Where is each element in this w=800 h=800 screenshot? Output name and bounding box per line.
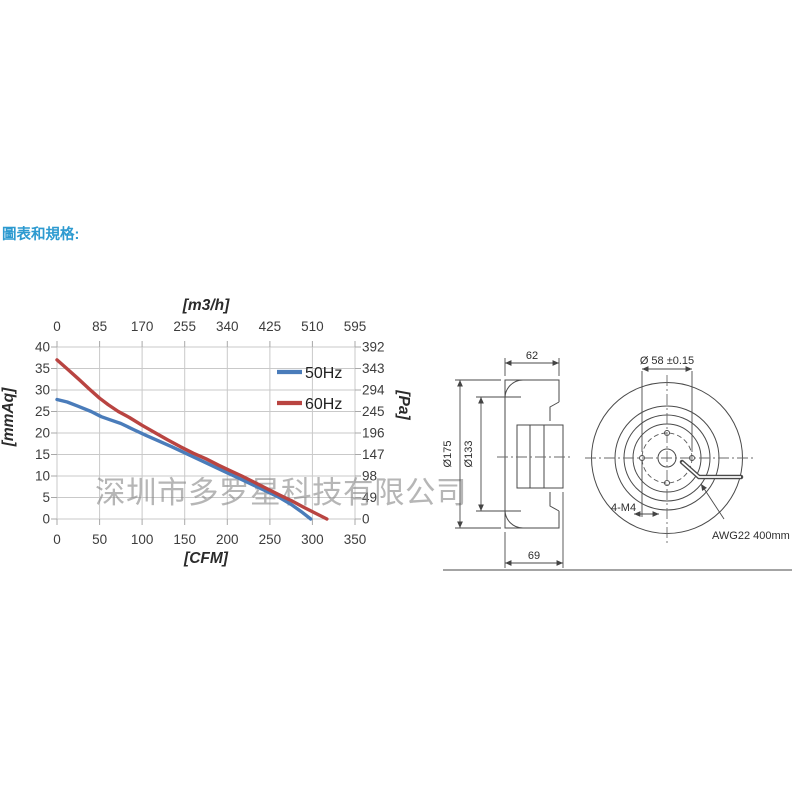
label-4-m4: 4-M4 (611, 502, 636, 514)
label-wire: AWG22 400mm (712, 530, 790, 542)
svg-text:0: 0 (53, 532, 61, 547)
svg-text:0: 0 (53, 319, 61, 334)
y-axis-right-title: [Pa] (395, 389, 412, 420)
svg-text:294: 294 (362, 383, 385, 398)
section-heading: 圖表和規格: (2, 227, 80, 243)
svg-text:50: 50 (92, 532, 107, 547)
svg-text:15: 15 (35, 447, 50, 462)
curve-50hz (55, 397, 313, 521)
legend-label-60hz: 60Hz (305, 396, 342, 413)
chart-tick-marks (51, 341, 361, 525)
front-view-dimensions: Ø 58 ±0.15 4-M4 AWG22 400mm (611, 355, 790, 542)
curve-60hz (55, 358, 329, 521)
motor-hub (516, 424, 564, 489)
svg-text:392: 392 (362, 340, 385, 355)
svg-text:98: 98 (362, 469, 377, 484)
svg-text:0: 0 (362, 512, 370, 527)
chart-legend: 50Hz 60Hz (277, 365, 342, 413)
chart-grid (56, 346, 356, 520)
svg-text:245: 245 (362, 404, 385, 419)
fan-performance-chart: [m3/h] 0 85 170 255 340 425 510 595 [mmA… (0, 297, 467, 567)
dim-62: 62 (526, 350, 538, 362)
watermark-text: 深圳市多罗星科技有限公司 (95, 476, 467, 510)
svg-text:150: 150 (173, 532, 196, 547)
fan-dimension-drawing: 62 Ø175 Ø133 69 (442, 350, 792, 571)
svg-text:250: 250 (259, 532, 282, 547)
svg-text:255: 255 (173, 319, 196, 334)
front-view (585, 375, 753, 543)
dim-175: Ø175 (442, 441, 454, 468)
svg-text:35: 35 (35, 361, 50, 376)
y-axis-left-title: [mmAq] (0, 387, 17, 447)
svg-text:25: 25 (35, 404, 50, 419)
side-view-dimensions: 62 Ø175 Ø133 69 (442, 350, 564, 568)
svg-text:100: 100 (131, 532, 154, 547)
svg-text:300: 300 (301, 532, 324, 547)
svg-text:20: 20 (35, 426, 50, 441)
svg-text:85: 85 (92, 319, 107, 334)
svg-text:343: 343 (362, 361, 385, 376)
svg-text:10: 10 (35, 469, 50, 484)
y-axis-right-ticklabels: 392 343 294 245 196 147 98 49 0 (362, 340, 385, 527)
svg-text:170: 170 (131, 319, 154, 334)
dim-69: 69 (528, 550, 540, 562)
x-axis-bottom-ticklabels: 0 50 100 150 200 250 300 350 (53, 532, 366, 547)
dim-58: Ø 58 ±0.15 (640, 355, 694, 367)
svg-text:425: 425 (259, 319, 282, 334)
svg-text:350: 350 (344, 532, 367, 547)
svg-text:200: 200 (216, 532, 239, 547)
svg-text:5: 5 (42, 490, 50, 505)
side-view (497, 379, 571, 529)
svg-text:40: 40 (35, 340, 50, 355)
x-axis-top-ticklabels: 0 85 170 255 340 425 510 595 (53, 319, 366, 334)
svg-text:49: 49 (362, 490, 377, 505)
svg-text:147: 147 (362, 447, 385, 462)
svg-text:510: 510 (301, 319, 324, 334)
bolt-circle (641, 432, 693, 484)
svg-text:30: 30 (35, 383, 50, 398)
svg-text:595: 595 (344, 319, 367, 334)
y-axis-left-ticklabels: 40 35 30 25 20 15 10 5 0 (35, 340, 50, 527)
x-axis-bottom-title: [CFM] (183, 550, 229, 567)
x-axis-top-title: [m3/h] (182, 297, 230, 314)
legend-label-50hz: 50Hz (305, 365, 342, 382)
svg-text:340: 340 (216, 319, 239, 334)
svg-text:0: 0 (42, 512, 50, 527)
svg-text:196: 196 (362, 426, 385, 441)
dim-133: Ø133 (463, 441, 475, 468)
